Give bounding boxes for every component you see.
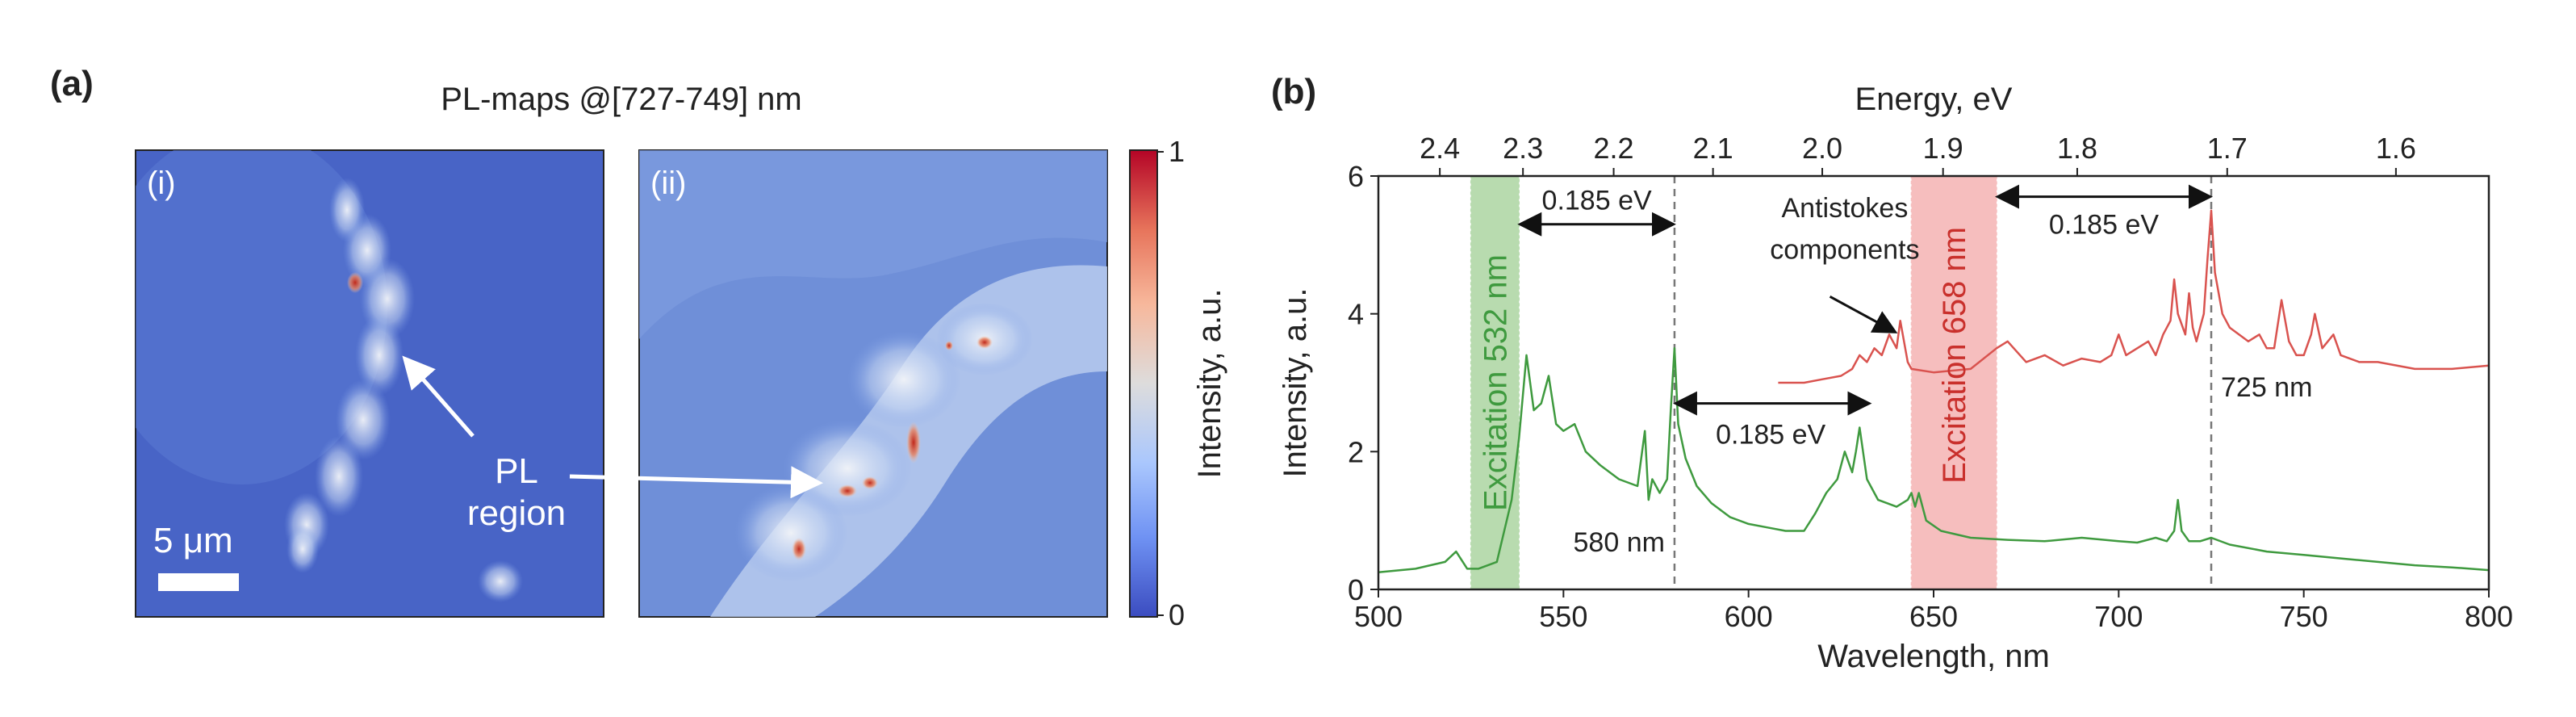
x-axis-label: Wavelength, nm	[1817, 639, 2050, 674]
x-tick-label: 650	[1909, 600, 1958, 633]
pl-region-annotation: PL region	[402, 355, 823, 533]
delta-red-text: 0.185 eV	[2049, 210, 2159, 241]
colorbar-min: 0	[1169, 598, 1185, 631]
spectrum-series-1	[1378, 347, 2490, 573]
pl-map-i: (i) 5 μm	[135, 149, 604, 618]
antistokes-arrow	[1829, 296, 1898, 333]
antistokes-line2: components	[1770, 234, 1919, 265]
x-tick-label: 600	[1725, 600, 1773, 633]
map-i-label: (i)	[147, 166, 176, 201]
y-tick-label: 4	[1348, 298, 1364, 331]
excitation-band-1	[1470, 175, 1520, 590]
pl-annotation-line1: PL	[495, 451, 538, 491]
x-tick-label: 700	[2094, 600, 2143, 633]
panel-a-title: PL-maps @[727-749] nm	[441, 82, 801, 117]
top-tick-label: 1.9	[1923, 132, 1963, 165]
map-ii-label: (ii)	[650, 166, 686, 201]
delta-green-text: 0.185 eV	[1542, 186, 1652, 216]
spectrum-chart: 500 550 600 650 700 750 800 0 2 4 6 2.4 2.3 2.2 2.1 2…	[1278, 82, 2513, 674]
top-tick-label: 1.8	[2057, 132, 2097, 165]
y-axis-label: Intensity, a.u.	[1278, 288, 1313, 478]
top-tick-label: 2.2	[1594, 132, 1634, 165]
excitation-532-label: Excitation 532 nm	[1478, 254, 1513, 511]
panel-b-label: (b)	[1271, 72, 1316, 111]
colorbar-max: 1	[1169, 135, 1185, 168]
y-tick-label: 2	[1348, 435, 1364, 468]
scale-bar-text: 5 μm	[153, 521, 233, 560]
top-tick-label: 2.1	[1693, 132, 1733, 165]
y-tick-label: 0	[1348, 573, 1364, 606]
y-tick-label: 6	[1348, 160, 1364, 193]
x-tick-label: 500	[1354, 600, 1403, 633]
excitation-658-label: Excitation 658 nm	[1937, 227, 1972, 484]
panel-a-label: (a)	[50, 64, 94, 103]
top-tick-label: 2.4	[1420, 132, 1460, 165]
x-tick-label: 550	[1539, 600, 1587, 633]
ref-580-label: 580 nm	[1574, 527, 1665, 558]
x-tick-label: 750	[2280, 600, 2328, 633]
pl-arrow-left	[402, 355, 475, 438]
top-tick-label: 1.7	[2207, 132, 2248, 165]
colorbar-title: Intensity, a.u.	[1192, 289, 1227, 479]
colorbar: 1 0 Intensity, a.u.	[1129, 135, 1227, 631]
x-tick-label: 800	[2465, 600, 2513, 633]
top-tick-label: 2.3	[1503, 132, 1543, 165]
delta-mid-text: 0.185 eV	[1716, 420, 1825, 451]
pl-arrow-right	[569, 466, 823, 499]
pl-annotation-line2: region	[467, 493, 566, 533]
pl-map-ii: (ii)	[638, 149, 1108, 618]
antistokes-line1: Antistokes	[1781, 193, 1908, 224]
ref-725-label: 725 nm	[2221, 372, 2312, 403]
top-tick-label: 1.6	[2376, 132, 2416, 165]
top-axis-label: Energy, eV	[1855, 82, 2013, 117]
top-tick-label: 2.0	[1802, 132, 1842, 165]
spectrum-series-2	[1778, 209, 2490, 384]
